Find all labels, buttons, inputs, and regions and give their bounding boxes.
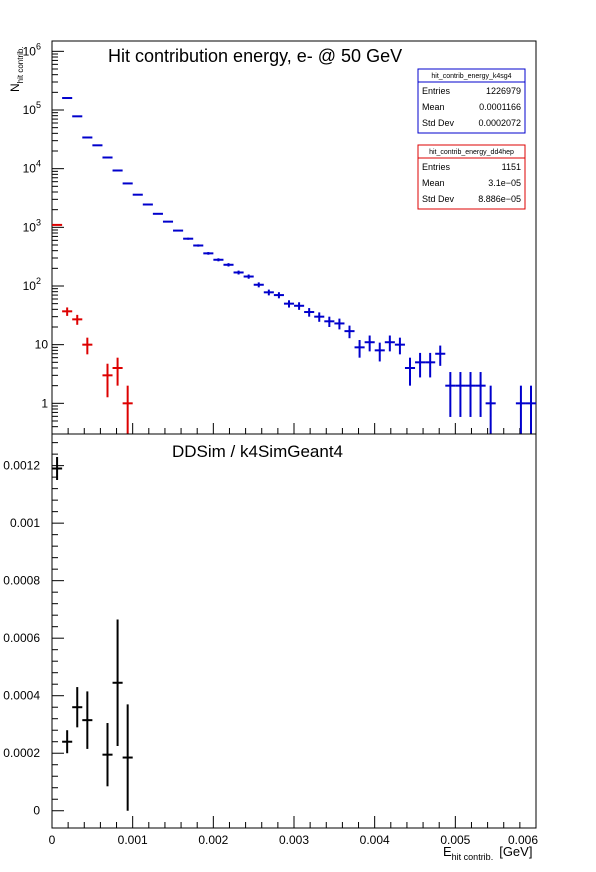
bottom-x-axis-label: Ehit contrib. [GeV] bbox=[443, 844, 532, 862]
stats-row-value: 1226979 bbox=[486, 86, 521, 96]
top-x-axis bbox=[51, 423, 537, 434]
x-tick-label: 0.004 bbox=[360, 833, 390, 847]
stats-row-value: 3.1e−05 bbox=[488, 178, 521, 188]
bottom-x-axis: 0 0.001 0.002 0.003 0.004 0.005 0.006 bbox=[49, 816, 538, 847]
x-tick-label: 0.003 bbox=[279, 833, 309, 847]
stats-row-label: Mean bbox=[422, 178, 445, 188]
y-tick-label: 0.0012 bbox=[3, 459, 40, 473]
x-tick-label: 0 bbox=[49, 833, 56, 847]
top-y-axis-label: Nhit contrib. bbox=[8, 46, 25, 92]
bottom-chart-title: DDSim / k4SimGeant4 bbox=[172, 442, 343, 461]
stats-row-value: 0.0001166 bbox=[479, 102, 521, 112]
stats-row-value: 1151 bbox=[502, 162, 521, 172]
stats-box-title: hit_contrib_energy_dd4hep bbox=[429, 149, 514, 156]
y-tick-label: 104 bbox=[23, 159, 41, 176]
y-tick-label: 0.0006 bbox=[3, 631, 40, 645]
series-hit_contrib_energy_dd4hep bbox=[52, 223, 133, 434]
stats-row-label: Entries bbox=[422, 86, 451, 96]
y-tick-label: 103 bbox=[23, 217, 41, 234]
stats-box-frame bbox=[417, 144, 526, 210]
top-panel: 1 10 102 103 104 105 106 Hit contribution ener… bbox=[8, 40, 537, 435]
x-tick-label: 0.006 bbox=[508, 833, 538, 847]
stats-box-hit_contrib_energy_k4sg4: hit_contrib_energy_k4sg4 Entries 1226979 Me… bbox=[417, 68, 526, 134]
y-tick-label: 0.0004 bbox=[3, 689, 40, 703]
stats-row-label: Mean bbox=[422, 102, 445, 112]
stats-row-label: Std Dev bbox=[422, 118, 455, 128]
y-tick-label: 0 bbox=[33, 804, 40, 818]
y-tick-label: 102 bbox=[23, 276, 41, 293]
x-tick-label: 0.002 bbox=[198, 833, 228, 847]
stats-row-label: Entries bbox=[422, 162, 451, 172]
top-y-axis: 1 10 102 103 104 105 106 bbox=[23, 41, 64, 435]
top-chart-title: Hit contribution energy, e- @ 50 GeV bbox=[108, 46, 402, 66]
series-hit_contrib_energy_k4sg4 bbox=[62, 97, 536, 434]
bottom-y-axis: 0 0.0002 0.0004 0.0006 0.0008 0.001 0.0012 bbox=[3, 442, 64, 818]
stats-box-hit_contrib_energy_dd4hep: hit_contrib_energy_dd4hep Entries 1151 Mean… bbox=[417, 144, 526, 210]
bottom-data-series bbox=[52, 457, 133, 811]
top-data-series bbox=[52, 97, 536, 434]
stats-row-value: 8.886e−05 bbox=[478, 194, 521, 204]
bottom-plot-frame bbox=[51, 433, 537, 829]
y-tick-label: 0.0002 bbox=[3, 746, 40, 760]
stats-box-title: hit_contrib_energy_k4sg4 bbox=[431, 73, 511, 80]
x-tick-label: 0.001 bbox=[118, 833, 148, 847]
y-tick-label: 106 bbox=[23, 41, 41, 58]
stats-row-value: 0.0002072 bbox=[478, 118, 521, 128]
y-tick-label: 105 bbox=[23, 100, 41, 117]
stats-box-frame bbox=[417, 68, 526, 134]
y-tick-label: 0.0008 bbox=[3, 574, 40, 588]
stats-boxes: hit_contrib_energy_k4sg4 Entries 1226979 Me… bbox=[417, 68, 526, 210]
bottom-panel: 0 0.0002 0.0004 0.0006 0.0008 0.001 0.0012 0 0.… bbox=[3, 433, 538, 862]
ratio-series bbox=[52, 457, 133, 811]
y-tick-label: 0.001 bbox=[10, 516, 40, 530]
y-tick-label: 1 bbox=[41, 396, 48, 410]
stats-row-label: Std Dev bbox=[422, 194, 455, 204]
y-tick-label: 10 bbox=[35, 338, 49, 352]
x-tick-label: 0.005 bbox=[440, 833, 470, 847]
